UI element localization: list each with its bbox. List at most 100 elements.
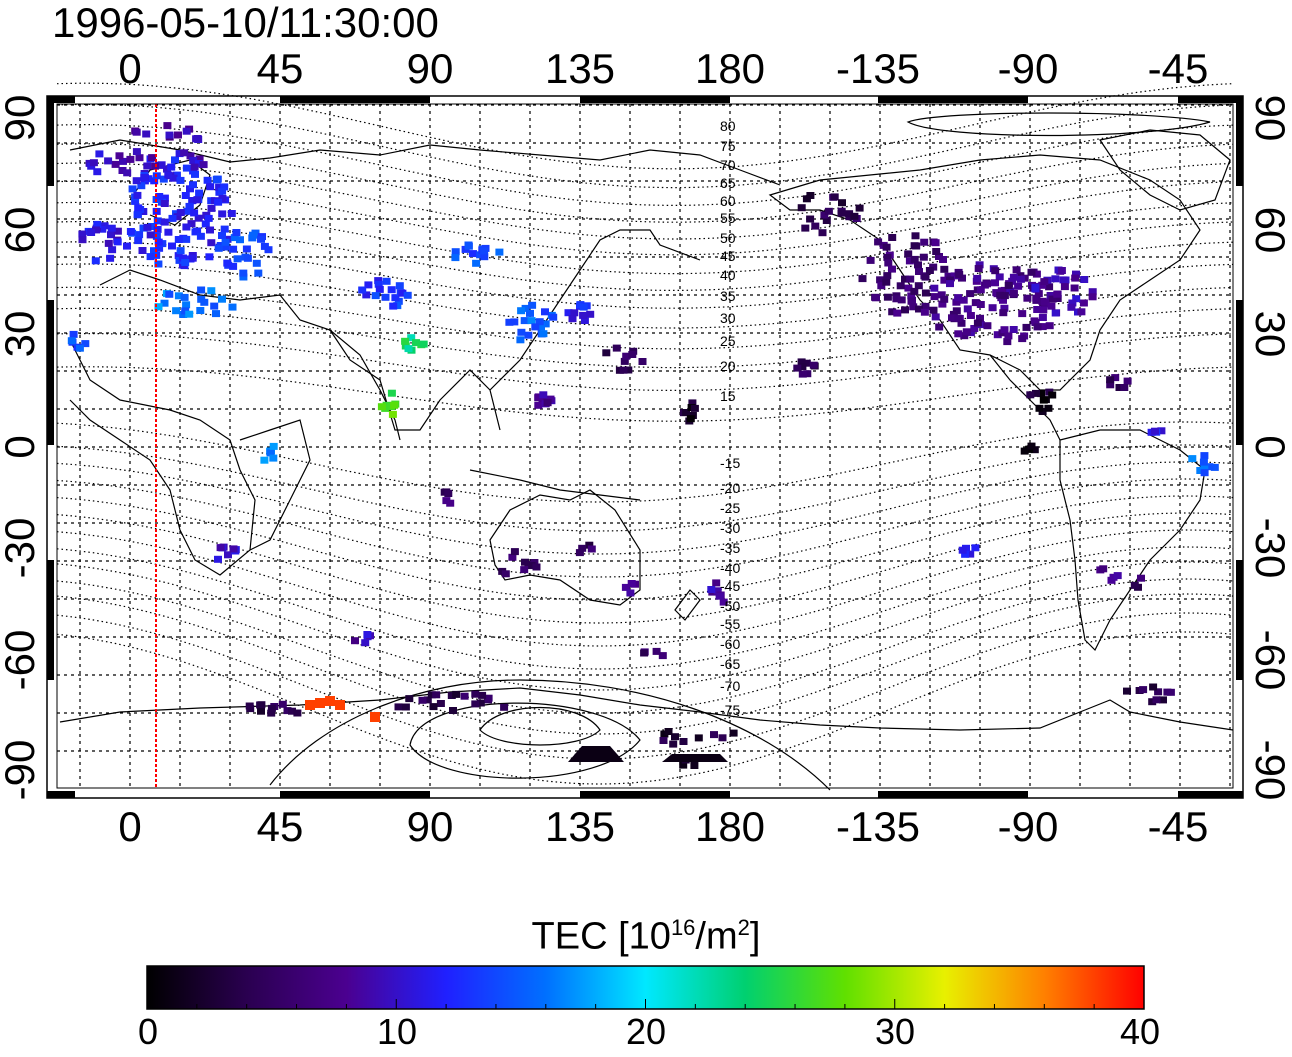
mag-label: 70	[720, 157, 736, 173]
tec-cell	[809, 361, 818, 369]
tec-cell	[361, 639, 370, 647]
tec-cell	[142, 130, 151, 138]
tec-cell	[189, 157, 198, 164]
tec-cell	[712, 579, 721, 587]
tec-cell	[671, 733, 679, 741]
top-tick: 90	[406, 45, 454, 92]
tec-cell	[181, 192, 190, 199]
tec-cell	[929, 306, 938, 314]
tec-cell	[283, 707, 292, 715]
tec-cell	[798, 363, 807, 371]
tec-cell	[1123, 687, 1131, 695]
tec-cell	[1004, 281, 1013, 289]
tec-cell	[210, 302, 219, 310]
tec-cell	[1059, 276, 1068, 284]
tec-cell	[802, 359, 811, 367]
tec-cell	[621, 583, 630, 591]
frame-tick-bar	[580, 96, 730, 103]
tec-cell	[363, 631, 372, 638]
tec-cell	[1088, 293, 1097, 301]
tec-cell	[401, 337, 410, 345]
tec-cell	[1040, 278, 1049, 286]
tec-cell	[476, 699, 485, 707]
tec-cell	[1000, 304, 1009, 312]
tec-cell	[123, 242, 131, 250]
tec-cell	[568, 746, 624, 762]
tec-cell	[1067, 303, 1076, 311]
tec-cell	[966, 550, 975, 558]
tec-cell	[220, 183, 229, 191]
tec-cell	[1051, 309, 1060, 317]
bottom-tick: -90	[997, 803, 1059, 850]
tec-cell	[845, 210, 854, 218]
tec-cell	[995, 273, 1004, 281]
tec-cell	[818, 229, 827, 237]
tec-cell	[186, 185, 194, 193]
tec-cell	[1154, 688, 1163, 696]
tec-cell	[1071, 274, 1080, 282]
tec-cell	[104, 157, 113, 165]
tec-cell	[254, 269, 263, 277]
tec-cell	[223, 259, 232, 267]
top-tick: -90	[997, 45, 1059, 92]
tec-cell	[508, 553, 517, 561]
tec-cell	[587, 545, 596, 553]
tec-cell	[1045, 283, 1054, 291]
tec-cell	[168, 214, 177, 222]
tec-cell	[999, 296, 1007, 304]
tec-cell	[182, 223, 191, 231]
tec-cell	[679, 738, 688, 745]
tec-cell	[1060, 283, 1069, 291]
tec-cell	[1030, 317, 1039, 325]
tec-cell	[471, 700, 480, 708]
mag-label: -75	[720, 702, 740, 718]
tec-cell	[855, 204, 864, 212]
tec-cell	[193, 196, 202, 204]
tec-cell	[484, 694, 493, 702]
tec-cell	[921, 289, 930, 297]
tec-cell	[549, 313, 558, 321]
tec-cell	[906, 275, 915, 283]
tec-cell	[239, 273, 248, 281]
tec-cell	[534, 393, 543, 401]
tec-cell	[910, 242, 919, 250]
mag-label: -20	[720, 480, 740, 496]
coastline-path	[674, 589, 701, 621]
tec-cell	[1039, 396, 1048, 404]
tec-cell	[1152, 696, 1161, 704]
tec-cell	[911, 232, 920, 240]
tec-cell	[626, 589, 635, 597]
tec-cell	[171, 156, 179, 164]
tec-cell	[679, 761, 688, 769]
tec-cell	[390, 401, 399, 409]
tec-cell	[920, 308, 929, 316]
tec-cell	[404, 345, 413, 353]
tec-cell	[602, 349, 611, 357]
tec-cell	[278, 700, 287, 708]
tec-cell	[1020, 447, 1029, 455]
tec-cell	[971, 299, 980, 307]
tec-cell	[528, 301, 537, 309]
tec-cell	[188, 254, 197, 262]
tec-cell	[1053, 290, 1062, 298]
tec-cell	[932, 248, 941, 255]
tec-cell	[660, 730, 669, 738]
tec-cell	[564, 309, 573, 317]
tec-cell	[164, 228, 173, 236]
tec-cell	[138, 247, 147, 254]
tec-cell	[690, 762, 699, 769]
coastline-path	[489, 489, 641, 606]
tec-cell	[531, 323, 540, 331]
tec-cell	[500, 703, 509, 711]
tec-cell	[1053, 295, 1062, 302]
tec-cell	[203, 176, 212, 184]
tec-cell	[133, 211, 142, 219]
tec-cell	[966, 312, 975, 319]
tec-cell	[153, 225, 162, 233]
tec-cell	[1014, 282, 1023, 290]
tec-cell	[1113, 572, 1122, 580]
coastline-path	[469, 469, 641, 501]
tec-cell	[1044, 404, 1053, 412]
tec-cell	[401, 703, 410, 711]
